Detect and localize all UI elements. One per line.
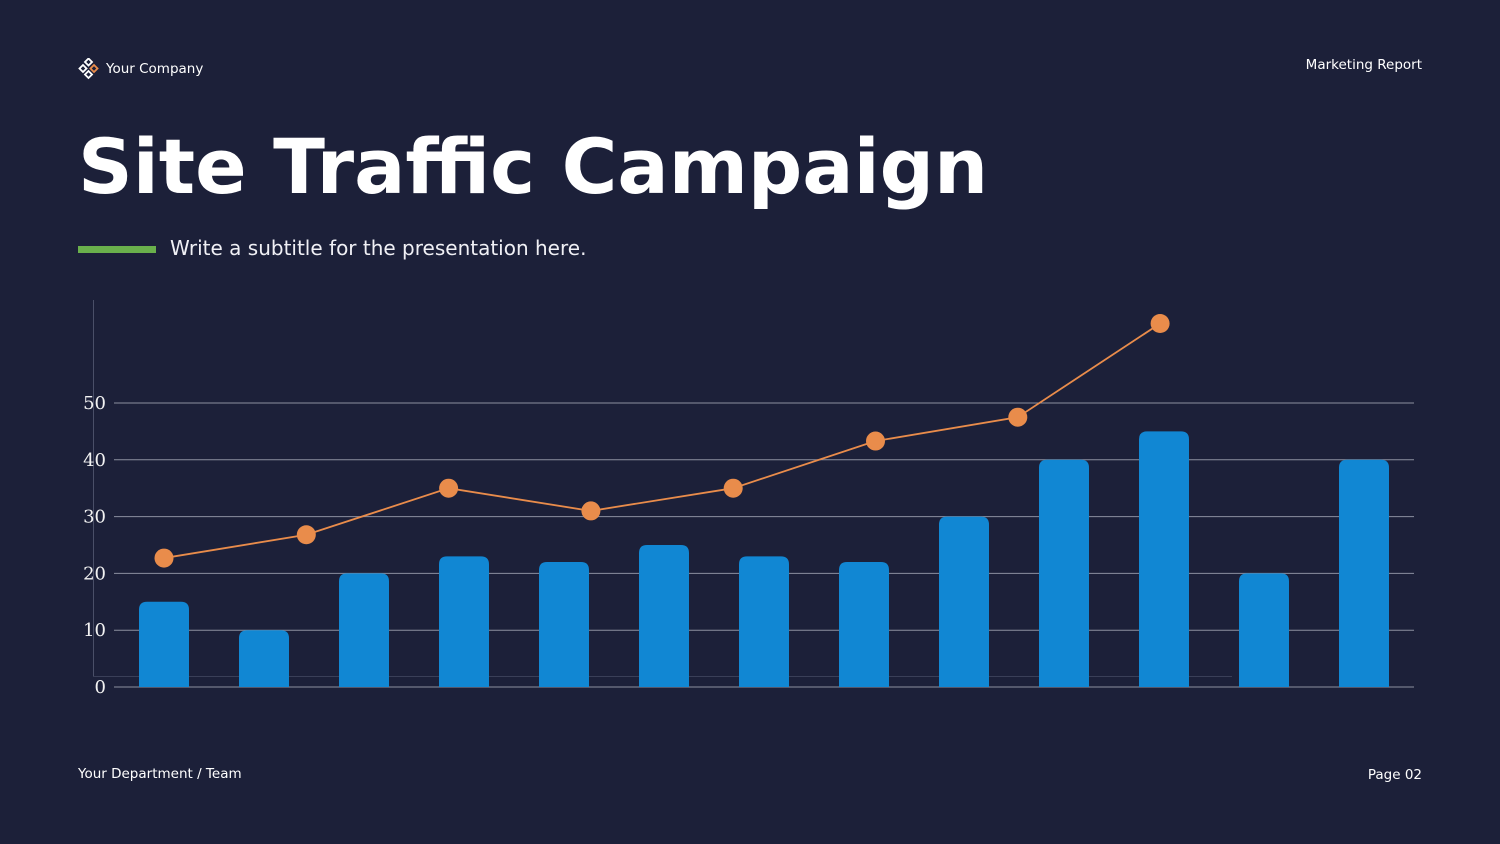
bar [1239, 573, 1289, 687]
bar [1039, 459, 1089, 687]
diamond-logo-icon [78, 58, 99, 80]
line-point [154, 548, 174, 568]
department-label: Your Department / Team [78, 766, 242, 782]
line-series [163, 322, 1161, 559]
line-point [1008, 407, 1028, 427]
bar [839, 562, 889, 687]
accent-bar [78, 246, 156, 253]
y-tick-label: 10 [83, 620, 106, 641]
y-tick-label: 40 [83, 450, 106, 471]
y-tick-label: 0 [95, 677, 106, 698]
line-point [296, 525, 316, 545]
line-point [581, 501, 601, 521]
bar [339, 573, 389, 687]
bar [1339, 459, 1389, 687]
company-name: Your Company [106, 61, 204, 77]
page-title: Site Traffic Campaign [78, 122, 989, 211]
y-tick-label: 50 [83, 393, 106, 414]
bar [939, 516, 989, 687]
bar [139, 601, 189, 687]
bar [639, 545, 689, 687]
bar [539, 562, 589, 687]
subtitle: Write a subtitle for the presentation he… [170, 236, 587, 260]
page-number: Page 02 [1367, 767, 1422, 783]
bar [439, 556, 489, 687]
bar [239, 630, 289, 687]
line-point [723, 478, 743, 498]
line-point [439, 478, 459, 498]
report-label: Marketing Report [1305, 57, 1422, 73]
line-point [866, 431, 885, 451]
bar [739, 556, 789, 687]
bar [1139, 431, 1189, 687]
line-point [1150, 313, 1170, 333]
company-logo: Your Company [78, 58, 203, 80]
y-tick-label: 30 [83, 507, 106, 528]
y-tick-label: 20 [83, 563, 106, 584]
